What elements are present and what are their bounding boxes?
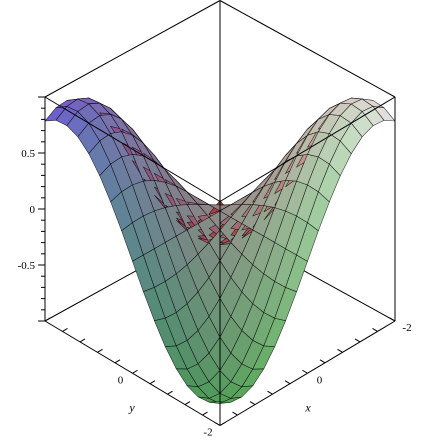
- y-tick: [149, 380, 156, 385]
- y-axis-label: y: [128, 401, 135, 415]
- frame-edge: [219, 96, 396, 202]
- y-tick: [79, 338, 86, 343]
- z-tick-label: -0.5: [18, 260, 36, 272]
- y-tick: [202, 411, 208, 416]
- y-tick: [167, 390, 173, 395]
- axis-labels: -2 0 x -2 0 y 0.5 0 -0.5: [18, 148, 412, 439]
- y-tick: [132, 369, 138, 374]
- x-tick: [337, 348, 343, 353]
- x-tick: [302, 369, 308, 374]
- frame-edge: [219, 0, 396, 98]
- frame-edge: [44, 0, 221, 98]
- x-tick: [232, 411, 238, 416]
- y-tick: [219, 422, 226, 426]
- x-tick: [354, 338, 361, 343]
- surface: [44, 97, 396, 404]
- y-tick-label: 0: [118, 374, 124, 386]
- y-tick: [184, 401, 191, 406]
- y-tick: [97, 348, 103, 353]
- x-tick: [284, 380, 291, 385]
- x-tick: [214, 422, 221, 426]
- x-tick-label: -2: [402, 322, 411, 334]
- x-tick: [267, 390, 273, 395]
- x-tick: [389, 317, 396, 322]
- y-tick: [114, 359, 121, 364]
- x-axis-label: x: [304, 401, 311, 415]
- y-tick: [62, 328, 68, 332]
- x-tick: [319, 359, 326, 364]
- frame-edge: [44, 96, 221, 202]
- x-tick-label: 0: [317, 374, 323, 386]
- x-tick: [372, 328, 378, 332]
- z-tick-label: 0.5: [21, 148, 35, 160]
- y-tick-label: -2: [203, 427, 212, 439]
- surface-patch: [372, 106, 396, 122]
- y-tick: [44, 317, 51, 322]
- x-tick: [249, 401, 256, 406]
- axis-ticks: [38, 96, 396, 426]
- z-tick-label: 0: [30, 204, 36, 216]
